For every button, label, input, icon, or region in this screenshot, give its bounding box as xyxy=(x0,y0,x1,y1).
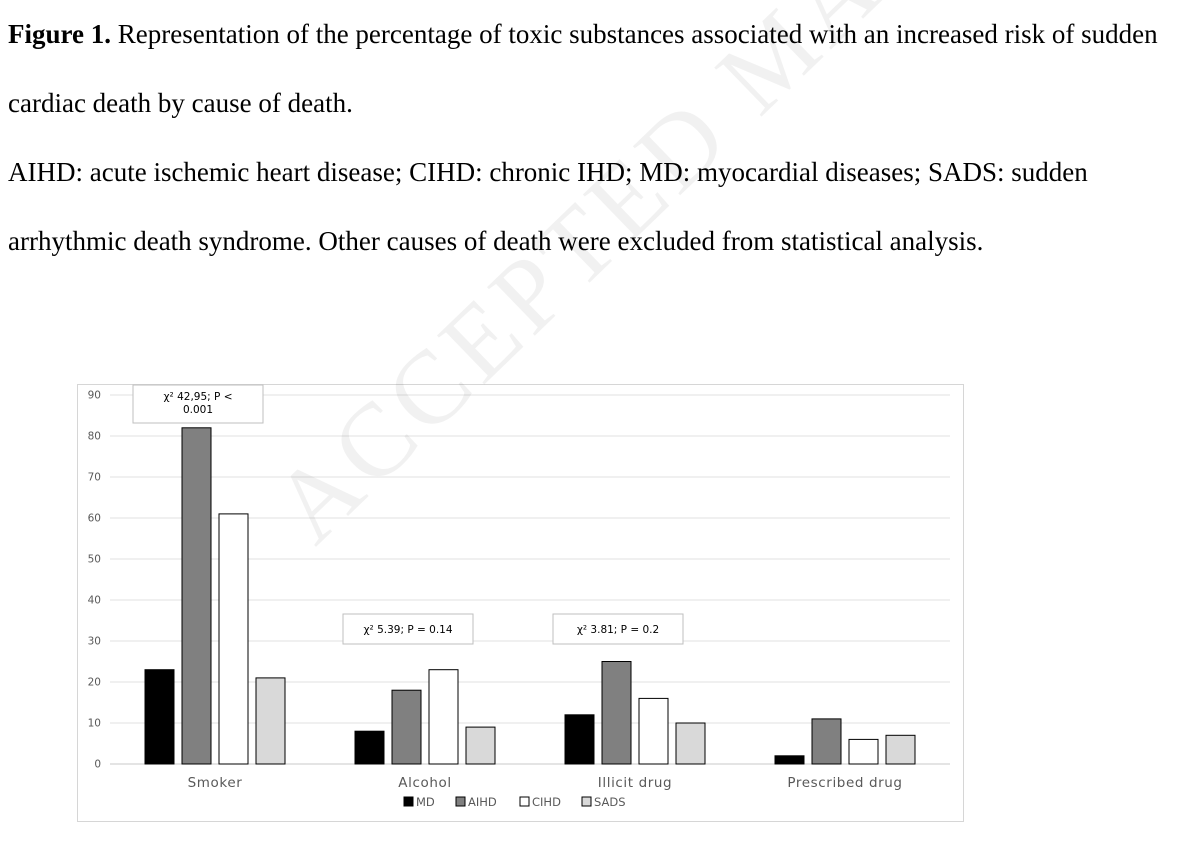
stat-annotation-text: 0.001 xyxy=(183,404,213,416)
stat-annotation-box xyxy=(552,613,684,645)
bar-cihd xyxy=(428,669,459,765)
y-tick-label: 40 xyxy=(88,595,101,607)
legend-label-cihd: CIHD xyxy=(532,795,561,809)
stat-annotation-text: χ² 42,95; P < xyxy=(163,391,232,403)
stat-annotation-box xyxy=(342,613,474,645)
bar-md xyxy=(774,755,805,765)
legend-label-sads: SADS xyxy=(594,795,626,809)
y-tick-label: 50 xyxy=(88,554,101,566)
legend-swatch-aihd xyxy=(455,796,466,807)
legend-swatch-sads xyxy=(581,796,592,807)
caption-title: Figure 1. Representation of the percenta… xyxy=(8,0,1186,138)
bar-cihd xyxy=(218,513,249,765)
y-tick-label: 0 xyxy=(94,759,101,771)
x-tick-label: Alcohol xyxy=(398,775,451,791)
bar-cihd xyxy=(848,738,879,765)
stat-annotation-text: χ² 3.81; P = 0.2 xyxy=(577,624,659,636)
stat-annotation-box xyxy=(132,384,264,424)
caption-abbreviations: AIHD: acute ischemic heart disease; CIHD… xyxy=(8,157,1088,256)
bar-aihd xyxy=(391,689,422,765)
bar-sads xyxy=(255,677,286,765)
y-tick-label: 80 xyxy=(88,431,101,443)
bar-sads xyxy=(465,726,496,765)
stat-annotation-text: χ² 5.39; P = 0.14 xyxy=(363,624,452,636)
chart-frame xyxy=(77,384,964,822)
legend-label-aihd: AIHD xyxy=(468,795,497,809)
bar-md xyxy=(354,730,385,765)
x-tick-label: Illicit drug xyxy=(598,775,672,791)
figure-caption: Figure 1. Representation of the percenta… xyxy=(8,0,1186,276)
bar-sads xyxy=(675,722,706,765)
y-tick-label: 20 xyxy=(88,677,101,689)
bar-md xyxy=(564,714,595,765)
bar-cihd xyxy=(638,697,669,765)
legend-swatch-cihd xyxy=(519,796,530,807)
legend-label-md: MD xyxy=(416,795,435,809)
bar-md xyxy=(144,669,175,765)
y-tick-label: 10 xyxy=(88,718,101,730)
bar-aihd xyxy=(601,661,632,765)
y-tick-label: 90 xyxy=(88,390,101,402)
x-tick-label: Prescribed drug xyxy=(787,775,902,791)
figure-label: Figure 1. xyxy=(8,19,111,49)
y-tick-label: 60 xyxy=(88,513,101,525)
y-tick-label: 70 xyxy=(88,472,101,484)
bar-aihd xyxy=(811,718,842,765)
bar-aihd xyxy=(181,427,212,765)
caption-title-text: Representation of the percentage of toxi… xyxy=(8,19,1158,118)
y-tick-label: 30 xyxy=(88,636,101,648)
legend-swatch-md xyxy=(403,796,414,807)
bar-sads xyxy=(885,734,916,765)
x-tick-label: Smoker xyxy=(188,775,243,791)
